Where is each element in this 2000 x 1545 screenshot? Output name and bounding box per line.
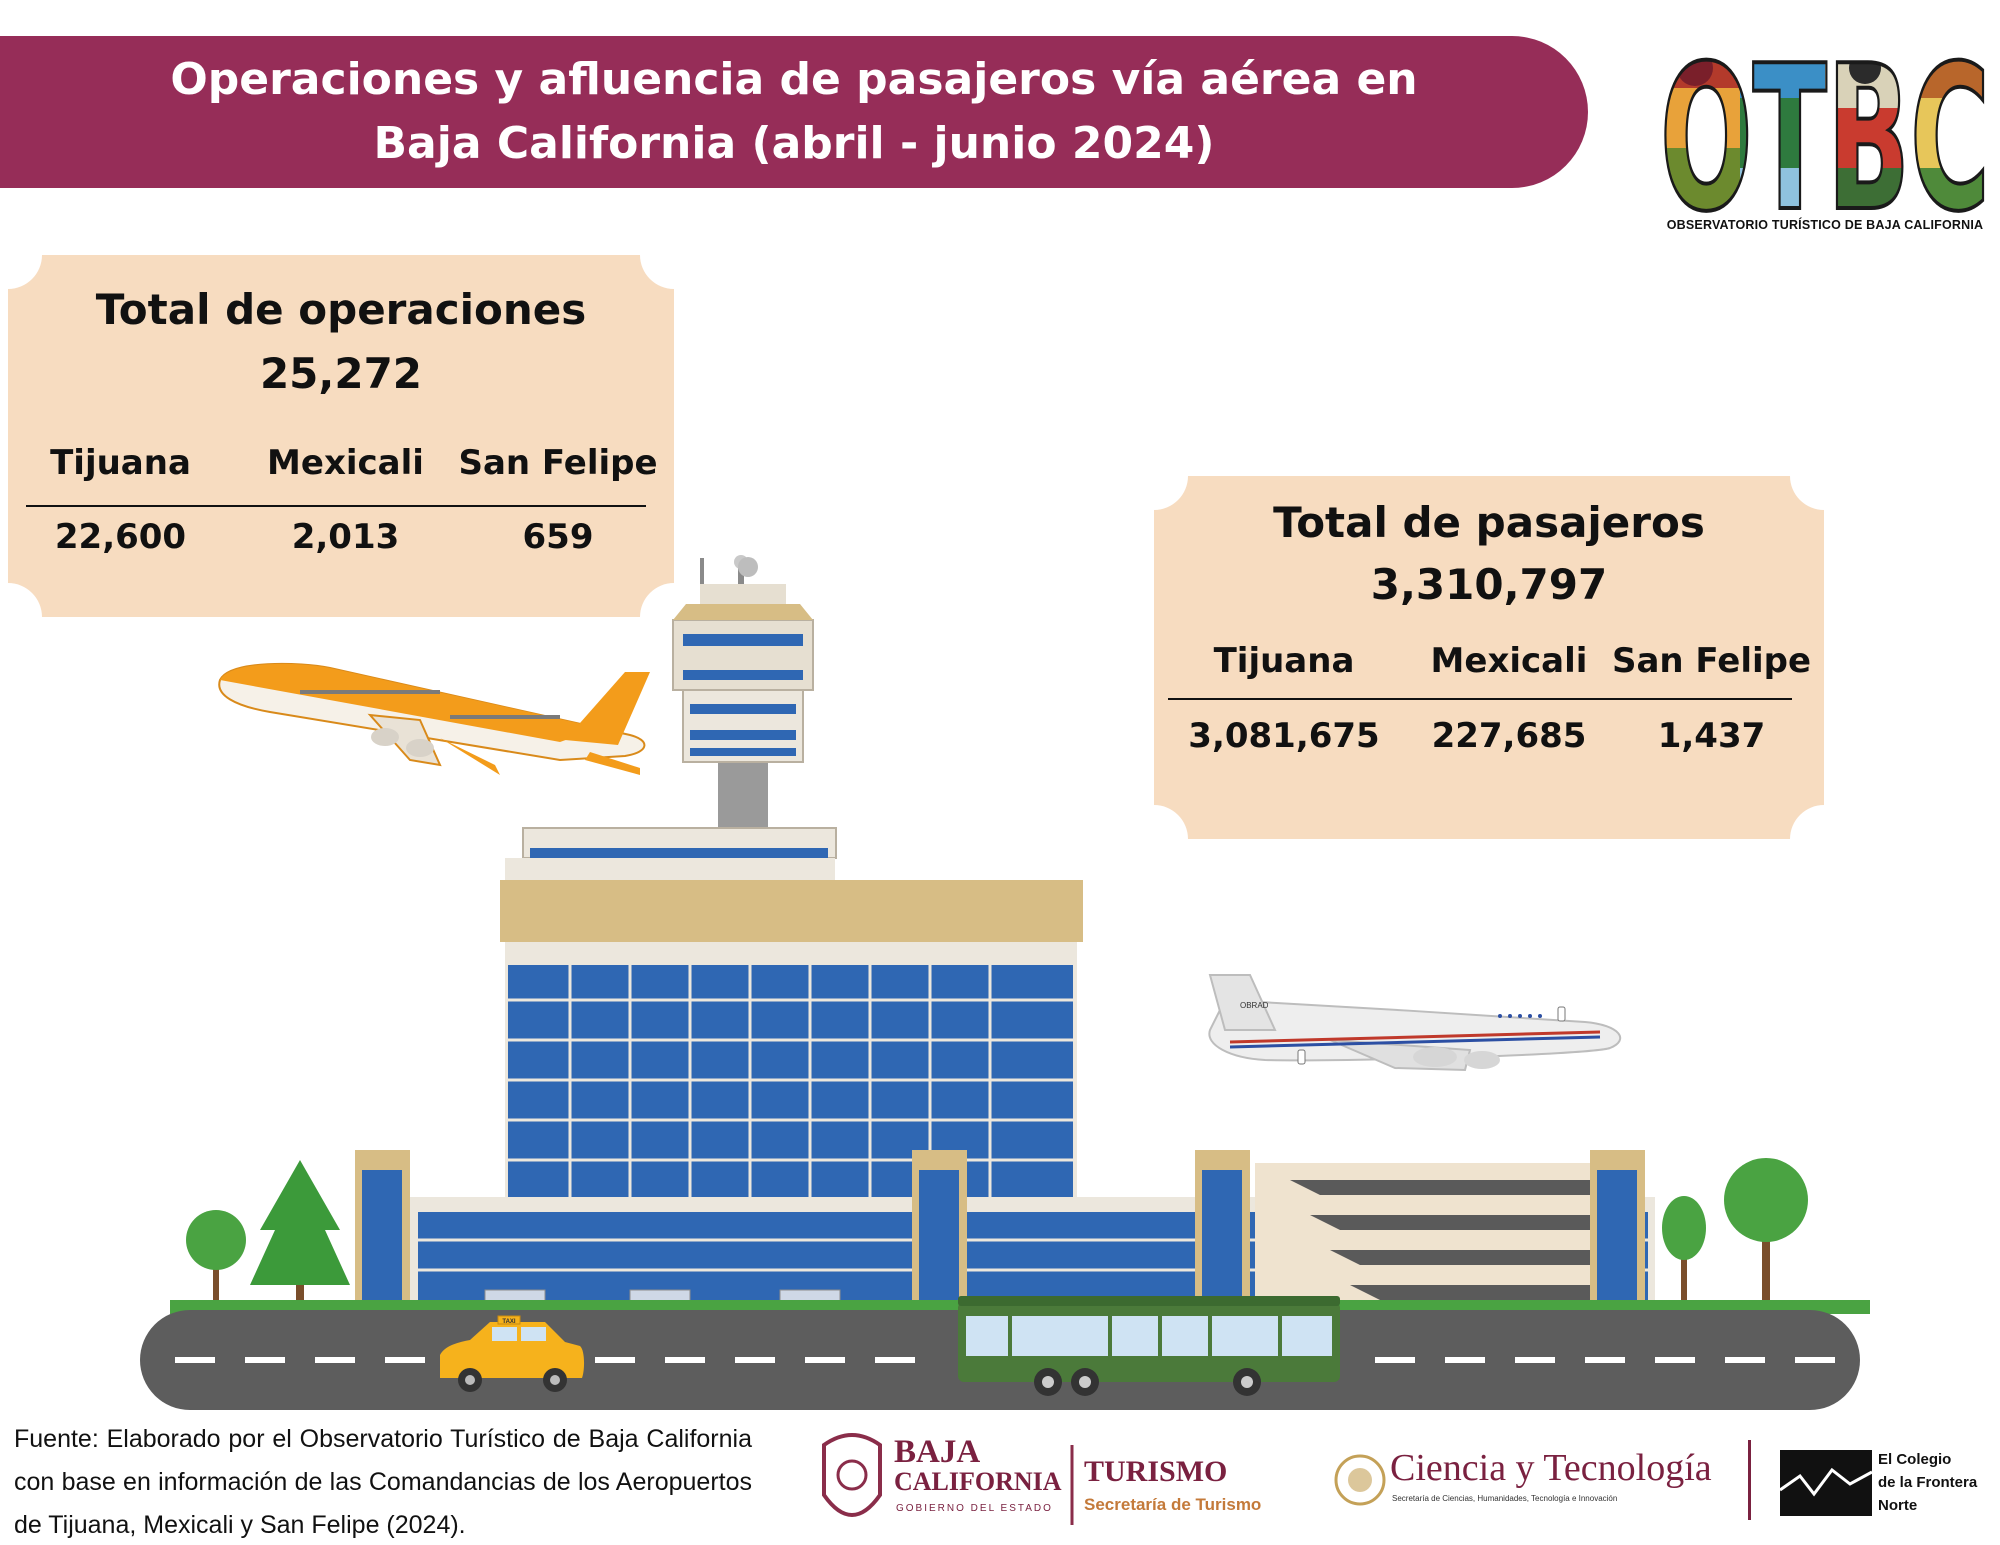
passengers-value-tijuana: 3,081,675 <box>1188 716 1380 756</box>
passengers-header-san-felipe: San Felipe <box>1611 641 1812 681</box>
operations-header-tijuana: Tijuana <box>50 443 191 483</box>
colef-line-2: de la Frontera <box>1878 1474 1978 1491</box>
page-title-line-2: Baja California (abril - junio 2024) <box>373 118 1215 169</box>
trees-left <box>186 1160 350 1310</box>
logo-letters: OTBC <box>1660 28 1990 238</box>
passengers-header-mexicali: Mexicali <box>1430 641 1588 681</box>
white-airplane: OBRAD <box>1208 974 1622 1072</box>
turismo-title: TURISMO <box>1084 1455 1228 1488</box>
cyt-title: Ciencia y Tecnología <box>1390 1447 1712 1489</box>
taxi: TAXI <box>440 1315 585 1392</box>
colef-line-1: El Colegio <box>1878 1451 1952 1468</box>
sponsor-colef: El Colegio de la Frontera Norte <box>1780 1448 1990 1528</box>
operations-header-san-felipe: San Felipe <box>458 443 658 483</box>
passengers-divider <box>1168 698 1792 700</box>
page-title-line-1: Operaciones y afluencia de pasajeros vía… <box>170 54 1418 105</box>
source-note: Fuente: Elaborado por el Observatorio Tu… <box>14 1425 752 1539</box>
operations-total: 25,272 <box>259 349 423 398</box>
passengers-header-tijuana: Tijuana <box>1213 641 1355 681</box>
mexico-seal-icon <box>1334 1454 1386 1506</box>
operations-title: Total de operaciones <box>95 285 587 334</box>
taxi-sign: TAXI <box>502 1319 516 1325</box>
orange-airplane <box>218 662 650 775</box>
operations-value-mexicali: 2,013 <box>291 517 400 557</box>
operations-header-mexicali: Mexicali <box>267 443 424 483</box>
passengers-total: 3,310,797 <box>1370 560 1608 609</box>
passengers-card-background <box>1154 476 1824 839</box>
control-tower <box>672 555 814 840</box>
operations-card: Total de operaciones 25,272 Tijuana Mexi… <box>8 255 674 617</box>
operations-card-background <box>8 255 674 617</box>
passengers-card: Total de pasajeros 3,310,797 Tijuana Mex… <box>1154 476 1824 839</box>
bc-name-line-1: BAJA <box>894 1434 981 1470</box>
trees-right <box>1662 1158 1808 1310</box>
bc-name-line-2: CALIFORNIA <box>894 1467 1062 1496</box>
terminal-roof <box>500 827 1083 942</box>
operations-value-san-felipe: 659 <box>522 517 594 557</box>
colef-line-3: Norte <box>1878 1497 1918 1514</box>
passengers-value-mexicali: 227,685 <box>1431 716 1587 756</box>
otbc-logo: OTBC OTBC <box>1658 28 1992 238</box>
cyt-divider <box>1748 1440 1751 1520</box>
cyt-subtitle: Secretaría de Ciencias, Humanidades, Tec… <box>1392 1494 1618 1503</box>
header-banner: Operaciones y afluencia de pasajeros vía… <box>0 36 1588 188</box>
airport-illustration: TAXI OBRAD <box>140 555 1870 1410</box>
sponsor-ciencia-tecnologia: Ciencia y Tecnología Secretaría de Cienc… <box>1330 1440 1751 1530</box>
colef-mountain-icon <box>1780 1450 1872 1516</box>
passengers-value-san-felipe: 1,437 <box>1657 716 1766 756</box>
turismo-subtitle: Secretaría de Turismo <box>1084 1495 1262 1514</box>
bus <box>958 1296 1340 1396</box>
terminal-main-tower <box>505 942 1077 1202</box>
bc-name-line-3: GOBIERNO DEL ESTADO <box>896 1503 1053 1514</box>
operations-divider <box>26 505 646 507</box>
logo-caption: OBSERVATORIO TURÍSTICO DE BAJA CALIFORNI… <box>1666 218 1984 232</box>
operations-value-tijuana: 22,600 <box>54 517 187 557</box>
passengers-title: Total de pasajeros <box>1273 498 1705 547</box>
baja-california-seal-icon <box>822 1433 1074 1525</box>
sponsor-baja-california: BAJA CALIFORNIA GOBIERNO DEL ESTADO TURI… <box>812 1425 1270 1545</box>
plane-registration: OBRAD <box>1240 1001 1269 1010</box>
